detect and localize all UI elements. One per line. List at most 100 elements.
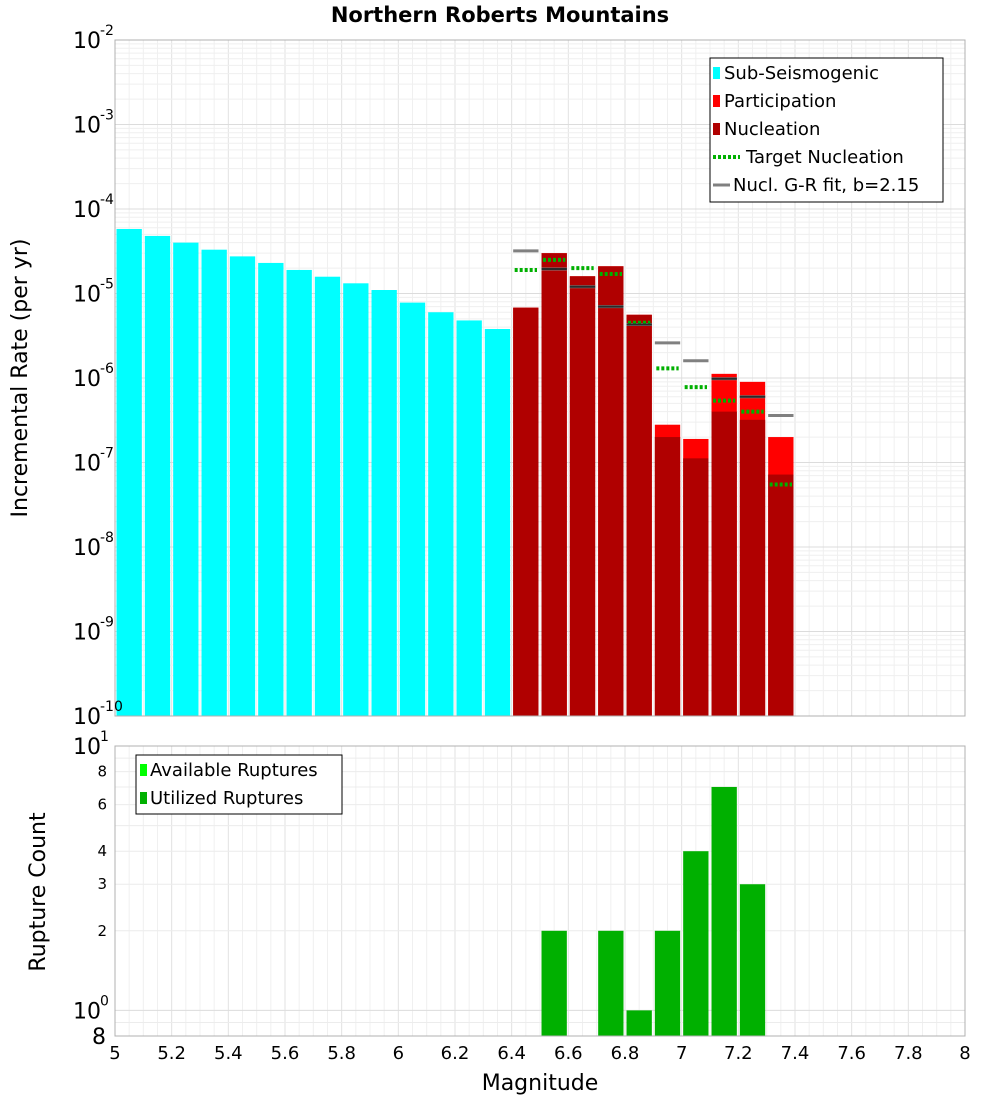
count-y-axis-label: Rupture Count xyxy=(26,812,51,972)
y-tick-exponent: -8 xyxy=(100,530,114,546)
rate-legend[interactable]: Sub-Seismogenic Participation Nucleation Ta… xyxy=(709,57,944,203)
x-tick-label: 5.2 xyxy=(157,1043,186,1064)
legend-entry-participation: Participation xyxy=(713,91,836,112)
bar-utilized-ruptures xyxy=(683,851,709,1036)
bar-nucleation xyxy=(683,458,709,716)
bar-nucleation xyxy=(768,474,794,716)
bar-utilized-ruptures xyxy=(711,786,737,1036)
y-tick-base: 10 xyxy=(73,198,101,223)
y-tick-base: 10 xyxy=(73,735,101,760)
bar-utilized-ruptures xyxy=(654,930,681,1036)
legend-entry-sub-seismogenic: Sub-Seismogenic xyxy=(713,63,879,84)
rate-plot-fit-marks xyxy=(513,249,794,487)
count-legend[interactable]: Available Ruptures Utilized Ruptures xyxy=(135,754,343,815)
bar-nucleation xyxy=(513,307,539,716)
x-tick-label: 6.8 xyxy=(611,1043,640,1064)
x-tick-label: 5.4 xyxy=(214,1043,243,1064)
legend-label: Participation xyxy=(724,91,836,112)
y-tick-base: 10 xyxy=(73,536,101,561)
rate-plot-frame xyxy=(114,39,966,717)
x-tick-label: 6 xyxy=(393,1043,404,1064)
legend-entry-utilized-ruptures: Utilized Ruptures xyxy=(140,788,303,809)
count-plot-bars xyxy=(541,786,766,1036)
bar-sub-seismogenic xyxy=(116,228,142,716)
bar-sub-seismogenic xyxy=(173,242,199,717)
x-tick-label: 5.6 xyxy=(271,1043,300,1064)
bar-sub-seismogenic xyxy=(428,312,454,716)
y-tick-exponent: -2 xyxy=(100,23,114,39)
y-tick-minor-label: 6 xyxy=(97,796,107,814)
y-tick-minor-label: 3 xyxy=(97,875,107,893)
bar-utilized-ruptures xyxy=(598,930,624,1036)
x-tick-label: 7.6 xyxy=(837,1043,866,1064)
bar-nucleation xyxy=(654,437,681,716)
y-tick-label: 10 -9 xyxy=(73,615,114,646)
bar-nucleation xyxy=(711,411,737,716)
bar-nucleation xyxy=(569,276,596,716)
x-tick-label: 6.4 xyxy=(497,1043,526,1064)
bar-sub-seismogenic xyxy=(286,269,312,716)
y-tick-label: 10 -5 xyxy=(73,277,114,308)
y-tick-exponent: -6 xyxy=(100,361,114,377)
legend-label: Sub-Seismogenic xyxy=(724,63,879,84)
y-tick-base: 10 xyxy=(73,621,101,646)
x-axis-label: Magnitude xyxy=(482,1071,599,1096)
x-tick-label: 7 xyxy=(676,1043,687,1064)
legend-swatch xyxy=(140,764,147,776)
legend-swatch xyxy=(713,95,720,107)
rate-y-axis-label: Incremental Rate (per yr) xyxy=(8,239,33,518)
y-tick-minor-label: 8 xyxy=(92,1025,106,1050)
legend-label: Nucl. G-R fit, b=2.15 xyxy=(733,175,919,196)
bar-utilized-ruptures xyxy=(739,884,766,1036)
y-tick-label: 10 -10 xyxy=(73,699,123,730)
bar-sub-seismogenic xyxy=(314,276,341,716)
legend-swatch xyxy=(713,67,720,79)
legend-box xyxy=(709,57,944,203)
x-tick-label: 7.4 xyxy=(781,1043,810,1064)
y-tick-exponent: 1 xyxy=(100,729,109,745)
bar-sub-seismogenic xyxy=(258,262,284,716)
bar-sub-seismogenic xyxy=(229,256,256,716)
chart-title: Northern Roberts Mountains xyxy=(331,3,669,27)
bar-nucleation xyxy=(626,314,652,716)
legend-swatch xyxy=(713,123,720,135)
count-plot-frame xyxy=(114,745,966,1037)
legend-entry-available-ruptures: Available Ruptures xyxy=(140,760,318,781)
legend-label: Nucleation xyxy=(724,119,820,140)
x-tick-label: 7.2 xyxy=(724,1043,753,1064)
bar-sub-seismogenic xyxy=(484,329,511,716)
y-tick-base: 10 xyxy=(73,367,101,392)
y-tick-base: 10 xyxy=(73,114,101,139)
x-tick-label: 6.2 xyxy=(441,1043,470,1064)
y-tick-exponent: -3 xyxy=(100,108,114,124)
y-tick-minor-label: 4 xyxy=(97,842,107,860)
bar-nucleation xyxy=(541,253,567,716)
x-ticks: 5 5.2 5.4 5.6 5.8 6 6.2 6.4 6.6 6.8 7 7.2 7.4 7.6 7.8 8 xyxy=(109,1043,970,1064)
y-tick-base: 10 xyxy=(73,283,101,308)
legend-box xyxy=(135,754,343,815)
bar-utilized-ruptures xyxy=(626,1010,652,1036)
legend-label: Utilized Ruptures xyxy=(150,788,303,809)
y-tick-label: 10 -6 xyxy=(73,361,114,392)
bar-sub-seismogenic xyxy=(399,302,426,716)
y-tick-label: 10 -4 xyxy=(73,192,114,223)
y-tick-label: 10 -2 xyxy=(73,23,114,54)
x-tick-label: 6.6 xyxy=(554,1043,583,1064)
bar-nucleation xyxy=(739,419,766,716)
y-tick-exponent: 0 xyxy=(100,993,109,1009)
y-tick-exponent: -4 xyxy=(100,192,114,208)
rate-plot-bars xyxy=(116,228,794,717)
y-tick-minor-label: 8 xyxy=(97,763,107,781)
x-tick-label: 5 xyxy=(109,1043,120,1064)
y-tick-exponent: -10 xyxy=(100,699,123,715)
bar-sub-seismogenic xyxy=(371,290,397,716)
x-tick-label: 7.8 xyxy=(894,1043,923,1064)
legend-label: Target Nucleation xyxy=(745,147,904,168)
legend-label: Available Ruptures xyxy=(150,760,318,781)
y-tick-exponent: -9 xyxy=(100,615,114,631)
